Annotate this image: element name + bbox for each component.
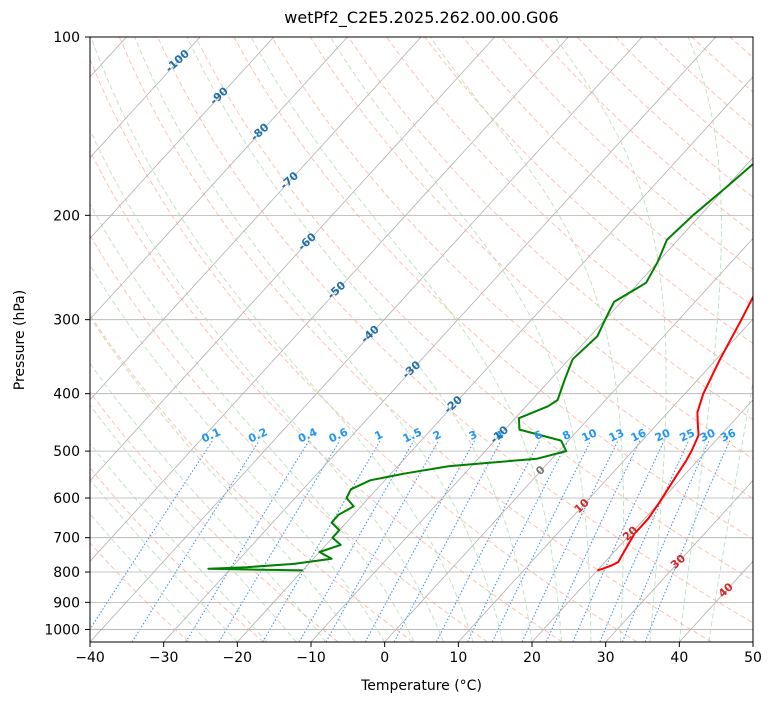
isotherm-line xyxy=(458,318,753,642)
x-axis-ticks: −40 −30 −20 −10 0 10 20 30 40 50 xyxy=(75,642,762,666)
moist-adiabat-line xyxy=(90,513,209,642)
moist-adiabat-line xyxy=(330,37,592,642)
isotherm-line xyxy=(237,76,753,642)
x-tick-label: −20 xyxy=(223,650,253,666)
x-tick-label: 0 xyxy=(380,650,389,666)
isotherm-line xyxy=(90,37,569,562)
mixing-ratio-line xyxy=(491,440,592,642)
moist-adiabat-line xyxy=(429,37,625,642)
mixing-ratio-line xyxy=(364,440,476,642)
y-tick-label: 700 xyxy=(53,531,80,547)
mixing-ratio-lines xyxy=(90,440,731,642)
isotherm-line xyxy=(90,37,643,642)
moist-adiabats xyxy=(90,37,753,642)
isotherm-line xyxy=(90,37,201,159)
isotherm-line xyxy=(384,237,753,642)
moist-adiabat-line xyxy=(678,37,722,642)
moist-adiabat-line xyxy=(90,404,297,642)
y-tick-label: 100 xyxy=(53,30,80,46)
mixing-ratio-line xyxy=(218,440,341,642)
x-tick-label: 20 xyxy=(523,650,541,666)
isotherm-line xyxy=(90,37,275,239)
dry-adiabat-line xyxy=(233,37,753,540)
moist-adiabat-line xyxy=(90,442,268,642)
moist-adiabat-line xyxy=(90,478,238,642)
temperature-profile-line xyxy=(597,294,753,572)
y-tick-label: 800 xyxy=(53,565,80,581)
isotherm-grid xyxy=(90,37,753,642)
mixing-ratio-line xyxy=(262,440,381,642)
mixing-ratio-label: 25 xyxy=(678,426,697,444)
isotherm-line xyxy=(531,399,753,642)
dry-adiabat-line xyxy=(90,391,339,642)
mixing-ratio-line xyxy=(393,440,502,642)
x-tick-label: 10 xyxy=(449,650,467,666)
mixing-ratio-line xyxy=(599,440,690,642)
mixing-ratio-label: 20 xyxy=(653,426,673,444)
moist-adiabat-line xyxy=(708,379,753,642)
y-tick-label: 600 xyxy=(53,491,80,507)
mixing-ratio-line xyxy=(644,440,731,642)
moist-adiabat-line xyxy=(554,37,667,642)
dry-adiabat-line xyxy=(271,37,753,500)
dry-adiabat-line xyxy=(118,37,712,642)
mixing-ratio-line xyxy=(185,440,310,642)
moist-adiabat-line xyxy=(90,203,415,642)
mixing-ratio-label: 30 xyxy=(698,426,718,444)
y-tick-label: 500 xyxy=(53,444,80,460)
moist-adiabat-line xyxy=(90,128,445,642)
dry-adiabats xyxy=(90,37,753,642)
isotherm-line xyxy=(752,641,753,642)
x-tick-label: 30 xyxy=(597,650,615,666)
isotherm-line xyxy=(90,37,496,482)
dewpoint-profile-line xyxy=(207,162,753,572)
isotherm-line xyxy=(605,479,753,642)
dry-adiabat-line xyxy=(195,37,753,582)
y-tick-label: 200 xyxy=(53,208,80,224)
moist-adiabat-line xyxy=(134,37,503,642)
mixing-ratio-label: 36 xyxy=(719,426,739,444)
isotherm-line xyxy=(163,37,717,642)
dry-adiabat-line xyxy=(309,37,753,460)
mixing-ratio-line xyxy=(467,440,569,642)
y-tick-label: 900 xyxy=(53,595,80,611)
plot-frame xyxy=(89,36,754,643)
mixing-ratio-line xyxy=(131,440,260,642)
isotherm-line xyxy=(90,37,422,401)
mixing-ratio-label: 13 xyxy=(607,426,626,444)
y-tick-label: 400 xyxy=(53,387,80,403)
moist-adiabat-line xyxy=(90,37,474,642)
dry-adiabat-line xyxy=(386,37,753,382)
y-axis-label: Pressure (hPa) xyxy=(12,289,28,391)
x-tick-label: 50 xyxy=(744,650,762,666)
chart-title: wetPf2_C2E5.2025.262.00.00.G06 xyxy=(284,8,559,27)
x-tick-label: −10 xyxy=(296,650,326,666)
x-axis-label: Temperature (°C) xyxy=(361,678,482,694)
mixing-ratio-line xyxy=(90,440,214,631)
y-tick-label: 1000 xyxy=(44,622,80,638)
isotherm-line xyxy=(90,37,348,320)
moist-adiabat-line xyxy=(90,316,356,642)
dry-adiabat-line xyxy=(90,58,638,642)
mixing-ratio-label: 10 xyxy=(580,426,600,444)
mixing-ratio-line xyxy=(298,440,415,642)
y-axis-ticks: 100 200 300 400 500 600 700 800 900 1000 xyxy=(44,30,90,638)
mixing-ratio-line xyxy=(621,440,710,642)
moist-adiabat-line xyxy=(90,264,386,642)
profile-series xyxy=(207,162,753,572)
x-tick-label: −30 xyxy=(149,650,179,666)
y-tick-label: 300 xyxy=(53,313,80,329)
mixing-ratio-label: 16 xyxy=(629,426,649,444)
x-tick-label: −40 xyxy=(75,650,105,666)
dry-adiabat-line xyxy=(157,37,753,624)
dry-adiabat-line xyxy=(424,37,753,344)
x-tick-label: 40 xyxy=(670,650,688,666)
moist-adiabat-line xyxy=(186,37,533,642)
plot-area xyxy=(90,37,753,642)
moist-adiabat-line xyxy=(250,37,562,642)
mixing-ratio-line xyxy=(435,440,541,642)
dry-adiabat-line xyxy=(90,314,414,642)
